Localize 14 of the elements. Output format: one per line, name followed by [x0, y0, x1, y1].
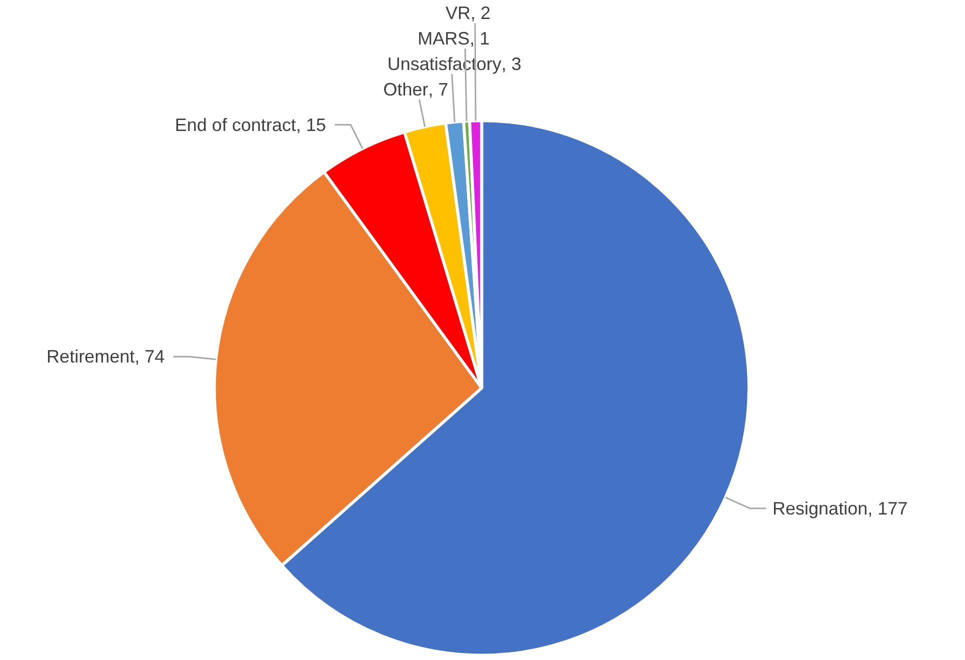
data-label: , 2	[470, 3, 491, 24]
slice-label: Unsatisfactory	[387, 54, 502, 74]
data-label: , 3	[501, 54, 522, 74]
slice-label: VR	[446, 3, 471, 24]
data-label: , 7	[428, 79, 448, 100]
data-label: , 15	[296, 114, 326, 135]
data-label: , 74	[134, 346, 165, 367]
slice-label: Other	[383, 79, 428, 100]
slice-label: MARS	[418, 28, 470, 49]
data-label: , 1	[470, 28, 490, 49]
slice-label: Retirement	[46, 346, 135, 367]
data-label: , 177	[868, 498, 908, 518]
slice-label: End of contract	[174, 114, 296, 135]
slice-label: Resignation	[772, 498, 868, 518]
